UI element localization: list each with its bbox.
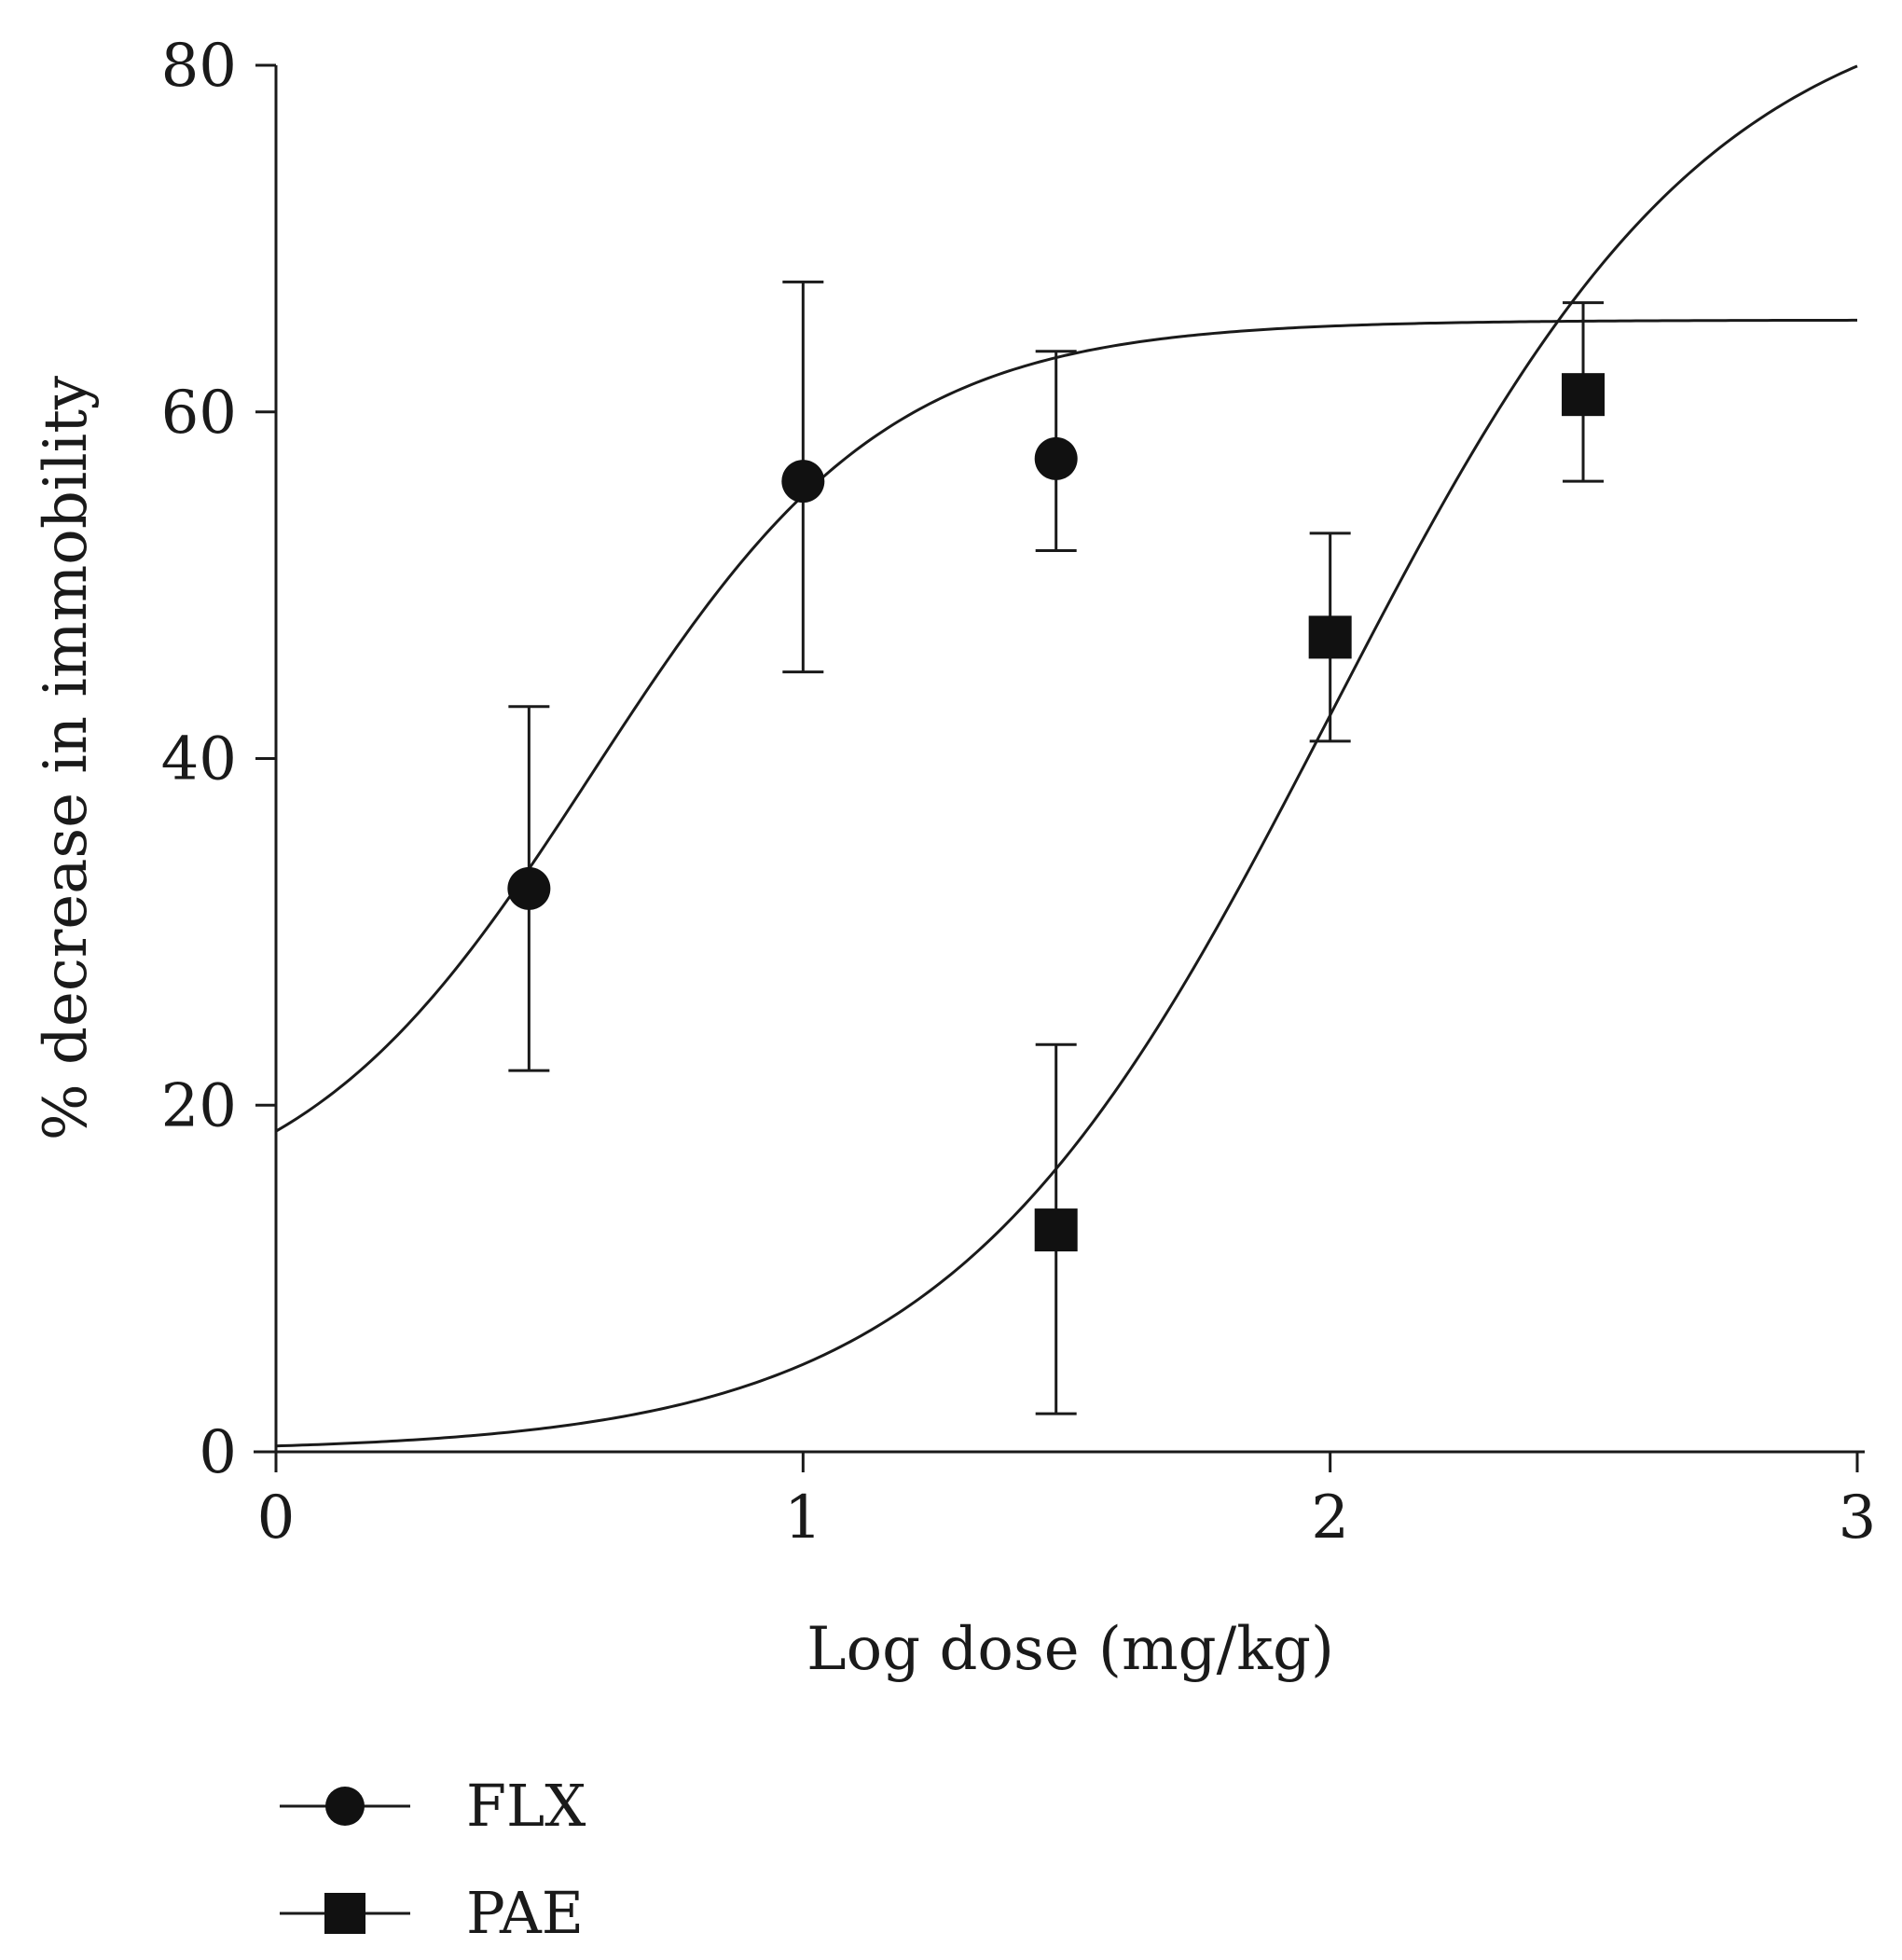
data-point-flx xyxy=(1034,436,1078,480)
legend-label-flx: FLX xyxy=(466,1772,586,1840)
fit-curve-pae xyxy=(275,64,1858,1448)
x-tick-label: 3 xyxy=(1839,1484,1877,1553)
legend-item-pae: PAE xyxy=(280,1879,584,1947)
legend-item-flx: FLX xyxy=(280,1772,586,1840)
data-point-flx xyxy=(507,866,551,910)
y-tick-label: 0 xyxy=(199,1418,237,1487)
y-tick-label: 40 xyxy=(161,725,237,794)
legend-square-marker xyxy=(324,1893,365,1934)
fit-curve-flx xyxy=(275,318,1858,1133)
legend-label-pae: PAE xyxy=(466,1879,584,1947)
y-tick-label: 80 xyxy=(161,32,237,101)
data-point-pae xyxy=(1562,373,1606,417)
fit-curves xyxy=(275,64,1858,1448)
x-tick-label: 0 xyxy=(257,1484,296,1553)
data-point-flx xyxy=(781,460,825,504)
x-tick-label: 2 xyxy=(1311,1484,1349,1553)
data-point-pae xyxy=(1308,615,1352,659)
y-tick-label: 20 xyxy=(161,1071,237,1140)
data-markers xyxy=(507,373,1606,1252)
x-axis-title: Log dose (mg/kg) xyxy=(806,1615,1334,1684)
data-point-pae xyxy=(1034,1208,1078,1252)
legend: FLX PAE xyxy=(280,1772,586,1947)
legend-circle-marker xyxy=(325,1787,365,1826)
ticks: 0 1 2 3 0 20 40 60 80 xyxy=(161,32,1877,1553)
x-tick-label: 1 xyxy=(784,1484,822,1553)
y-tick-label: 60 xyxy=(161,379,237,448)
y-axis-title: % decrease in immobility xyxy=(32,376,101,1140)
